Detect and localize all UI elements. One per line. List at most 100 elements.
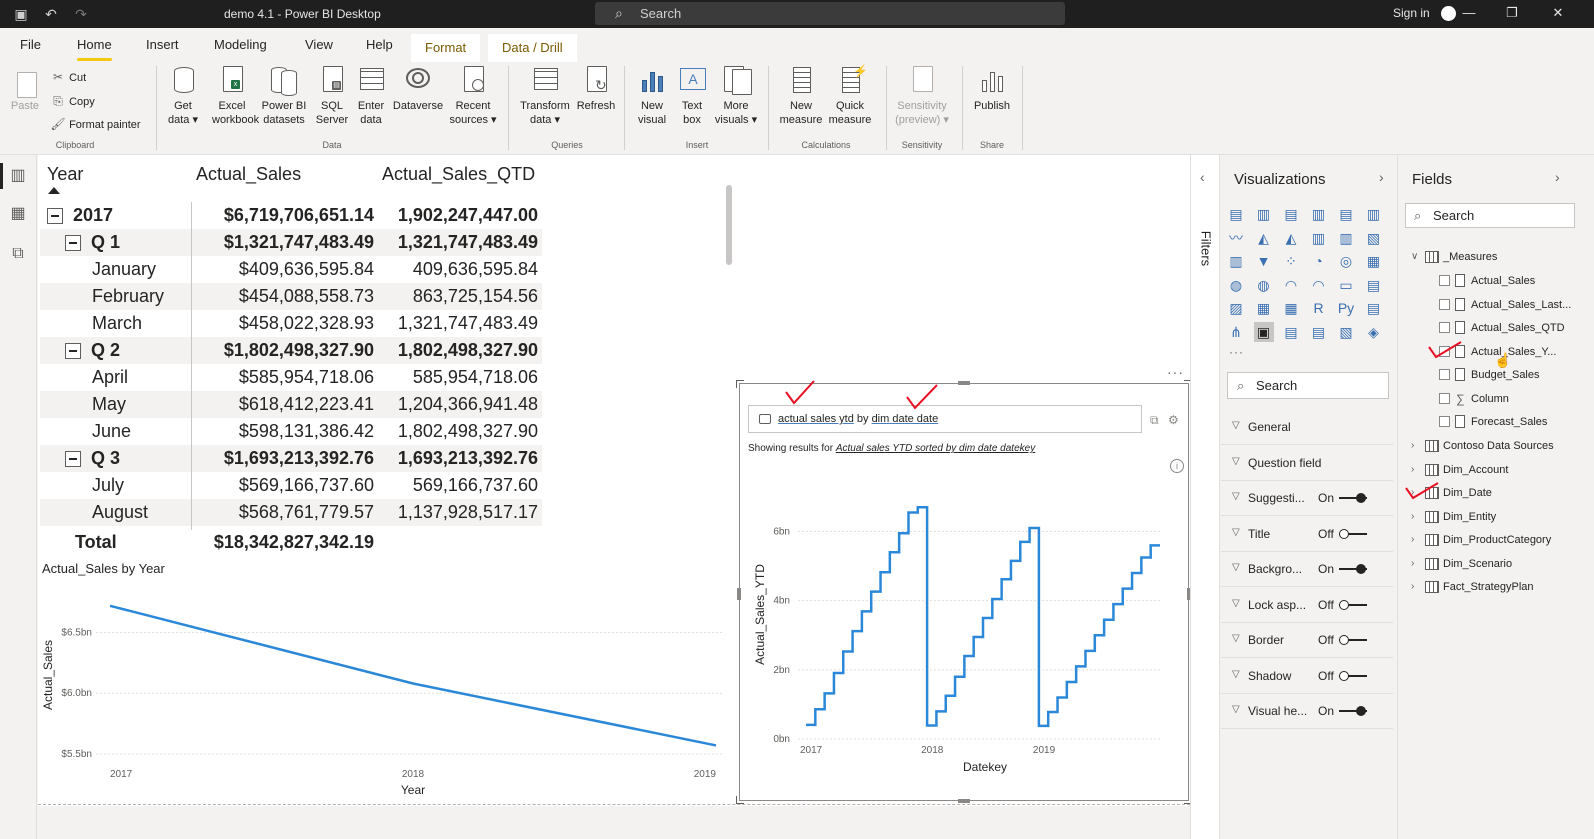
sql-server-button[interactable]: ▤ SQL Server: [314, 64, 350, 127]
collapse-toggle-icon[interactable]: [65, 235, 81, 251]
card-icon[interactable]: ▭: [1339, 276, 1353, 293]
power-bi-datasets-button[interactable]: Power BI datasets: [258, 64, 310, 127]
resize-handle[interactable]: [736, 796, 744, 804]
field-checkbox[interactable]: [1439, 275, 1450, 286]
resize-handle[interactable]: [1187, 588, 1191, 600]
stacked-bar-icon[interactable]: ▤: [1229, 206, 1243, 222]
collapse-toggle-icon[interactable]: [47, 208, 63, 224]
matrix-row[interactable]: June $598,131,386.42 1,802,498,327.90: [40, 418, 542, 445]
format-search-input[interactable]: ⌕ Search: [1227, 372, 1389, 399]
toggle-switch[interactable]: [1339, 599, 1367, 610]
smart-narrative-icon[interactable]: ▤: [1284, 323, 1298, 340]
new-visual-button[interactable]: New visual: [632, 64, 672, 127]
sign-in-link[interactable]: Sign in: [1393, 6, 1430, 20]
kpi-icon[interactable]: ▨: [1229, 300, 1243, 316]
filters-toggle[interactable]: ◁ Filters: [1191, 211, 1242, 291]
qa-icon[interactable]: ▣: [1253, 321, 1274, 342]
paginated-icon[interactable]: ▤: [1311, 323, 1326, 340]
matrix-row[interactable]: Q 2 $1,802,498,327.90 1,802,498,327.90: [40, 337, 542, 364]
save-icon[interactable]: ▣: [14, 6, 28, 22]
field-checkbox[interactable]: [1439, 298, 1450, 310]
matrix-row[interactable]: Q 1 $1,321,747,483.49 1,321,747,483.49: [40, 229, 542, 256]
collapse-toggle-icon[interactable]: [65, 343, 81, 359]
get-data-button[interactable]: Get data ▾: [164, 64, 202, 127]
slicer-icon[interactable]: ▦: [1256, 300, 1271, 316]
power-automate-icon[interactable]: ◈: [1368, 323, 1379, 340]
tab-view[interactable]: View: [305, 37, 333, 52]
format-section[interactable]: ▽ Lock asp... Off: [1221, 588, 1393, 623]
fields-search-input[interactable]: ⌕ Search: [1405, 203, 1575, 228]
decomposition-tree-icon[interactable]: ⋔: [1230, 323, 1242, 340]
toggle-switch[interactable]: [1339, 493, 1367, 503]
python-visual-icon[interactable]: Py: [1337, 300, 1355, 316]
matrix-row[interactable]: Q 3 $1,693,213,392.76 1,693,213,392.76: [40, 445, 542, 472]
cut-button[interactable]: ✂ Cut: [50, 68, 86, 86]
r-visual-icon[interactable]: R: [1313, 300, 1324, 316]
quick-measure-button[interactable]: ⚡ Quick measure: [828, 64, 872, 126]
funnel-icon[interactable]: ▼: [1256, 253, 1271, 269]
toggle-switch[interactable]: [1339, 706, 1367, 716]
copy-button[interactable]: ⎘ Copy: [50, 92, 95, 110]
resize-handle[interactable]: [737, 588, 741, 600]
sensitivity-button[interactable]: Sensitivity (preview) ▾: [892, 64, 952, 127]
tab-format[interactable]: Format: [411, 34, 481, 62]
stacked-area-icon[interactable]: ◭: [1285, 229, 1297, 246]
toggle-switch[interactable]: [1339, 564, 1367, 574]
field-checkbox[interactable]: [1439, 392, 1450, 404]
matrix-header-actual-sales-qtd[interactable]: Actual_Sales_QTD: [382, 164, 536, 184]
pie-icon[interactable]: ◔: [1314, 253, 1323, 269]
format-painter-button[interactable]: 🖌 Format painter: [50, 117, 141, 131]
key-influencers-icon[interactable]: ▤: [1366, 300, 1381, 316]
more-options-icon[interactable]: ···: [1167, 364, 1184, 380]
chevron-right-icon[interactable]: ›: [1379, 169, 1384, 185]
matrix-visual[interactable]: Year Actual_Sales Actual_Sales_QTD 2017 $…: [40, 160, 542, 558]
matrix-row[interactable]: April $585,954,718.06 585,954,718.06: [40, 364, 542, 391]
resize-handle[interactable]: [736, 380, 744, 388]
qa-question-input[interactable]: actual sales ytd by dim date date: [748, 405, 1142, 433]
enter-data-button[interactable]: Enter data: [353, 64, 389, 127]
qa-interpreted-link[interactable]: Actual sales YTD sorted by dim date date…: [835, 443, 1036, 454]
field-checkbox[interactable]: [1439, 322, 1450, 333]
matrix-header-year[interactable]: Year: [47, 164, 84, 184]
tab-file[interactable]: File: [20, 37, 41, 52]
dataverse-button[interactable]: Dataverse: [392, 64, 444, 113]
treemap-icon[interactable]: ▦: [1366, 253, 1381, 269]
minimize-icon[interactable]: —: [1462, 5, 1476, 20]
qa-visual[interactable]: actual sales ytd by dim date date ⧉ ⚙ Sh…: [736, 380, 1192, 804]
clustered-column-icon[interactable]: ▥: [1311, 206, 1326, 222]
line-chart-visual[interactable]: Actual_Sales by Year $5.5bn $6.0bn $6.5bn 2…: [38, 560, 733, 802]
paste-button[interactable]: Paste: [8, 64, 42, 113]
toggle-switch[interactable]: [1339, 528, 1367, 539]
avatar[interactable]: [1441, 6, 1456, 21]
more-visuals-icon[interactable]: ···: [1229, 345, 1244, 359]
ribbon-icon[interactable]: ▧: [1366, 229, 1381, 246]
gauge-2-icon[interactable]: ◠: [1312, 276, 1325, 293]
toggle-switch[interactable]: [1339, 670, 1367, 681]
filled-map-icon[interactable]: ◍: [1257, 276, 1270, 293]
series-line[interactable]: [806, 506, 1160, 728]
transform-data-button[interactable]: Transform data ▾: [516, 64, 574, 127]
field-checkbox[interactable]: [1439, 416, 1450, 427]
table-icon[interactable]: ▦: [1284, 300, 1298, 316]
line-icon[interactable]: 〰: [1229, 229, 1243, 246]
stacked-column-icon[interactable]: ▥: [1256, 206, 1271, 222]
undo-icon[interactable]: ↶: [45, 6, 57, 22]
line-clustered-icon[interactable]: ▥: [1339, 229, 1353, 246]
100-bar-icon[interactable]: ▤: [1339, 206, 1353, 222]
matrix-row[interactable]: February $454,088,558.73 863,725,154.56: [40, 283, 542, 310]
100-column-icon[interactable]: ▥: [1366, 206, 1381, 222]
format-section[interactable]: ▽ General: [1221, 410, 1393, 445]
donut-icon[interactable]: ◎: [1339, 253, 1353, 269]
matrix-row[interactable]: July $569,166,737.60 569,166,737.60: [40, 472, 542, 499]
info-icon[interactable]: i: [1170, 459, 1184, 473]
redo-icon[interactable]: ↷: [75, 6, 87, 22]
format-section[interactable]: ▽ Border Off: [1221, 623, 1393, 658]
new-measure-button[interactable]: New measure: [778, 64, 824, 127]
matrix-row[interactable]: 2017 $6,719,706,651.14 1,902,247,447.00: [40, 202, 542, 229]
collapse-toggle-icon[interactable]: [65, 451, 81, 467]
qa-settings-icon[interactable]: ⚙: [1168, 413, 1179, 427]
format-section[interactable]: ▽ Visual he... On: [1221, 694, 1393, 729]
restore-icon[interactable]: ❐: [1506, 5, 1518, 20]
refresh-button[interactable]: ↻ Refresh: [574, 64, 618, 113]
map-icon[interactable]: ◍: [1229, 276, 1243, 293]
